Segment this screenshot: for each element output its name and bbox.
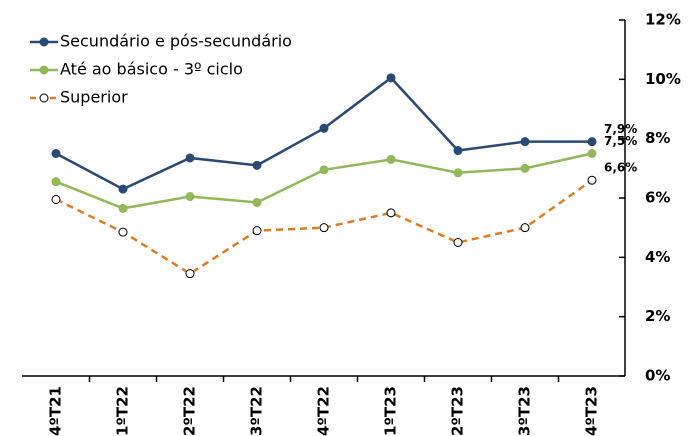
series-line [55, 152, 593, 210]
data-label: 7,9% [604, 122, 637, 136]
y-tick-label: 4% [645, 248, 670, 266]
x-tick-label: 1ºT22 [114, 386, 132, 436]
marker [118, 203, 128, 213]
data-label: 7,5% [604, 134, 637, 148]
x-tick-label: 1ºT23 [382, 386, 400, 436]
y-tick-label: 12% [645, 11, 681, 29]
marker [51, 177, 61, 187]
legend-label: Superior [60, 88, 128, 107]
marker [453, 146, 463, 156]
marker [520, 163, 530, 173]
marker [453, 238, 463, 247]
x-tick-label: 4ºT22 [315, 386, 333, 436]
marker [185, 269, 195, 279]
marker [185, 192, 195, 202]
y-tick-label: 2% [645, 307, 670, 325]
x-tick-label: 3ºT23 [516, 386, 534, 436]
marker [118, 227, 128, 237]
marker [386, 154, 396, 164]
legend-label: Até ao básico - 3º ciclo [60, 60, 243, 79]
x-tick-label: 4ºT23 [583, 386, 601, 436]
marker [520, 223, 530, 233]
legend-marker [39, 37, 49, 47]
x-tick-label: 2ºT22 [181, 386, 199, 436]
marker [319, 123, 329, 133]
marker [252, 197, 262, 207]
x-tick-label: 2ºT23 [449, 386, 467, 436]
marker [319, 165, 329, 175]
marker [587, 175, 597, 185]
marker [587, 137, 597, 147]
marker [386, 208, 396, 218]
data-label: 6,6% [604, 161, 637, 175]
marker [520, 137, 530, 147]
legend-marker [39, 65, 49, 75]
x-tick-label: 4ºT21 [47, 386, 65, 436]
legend-marker [39, 93, 49, 103]
marker [386, 73, 396, 83]
x-tick-label: 3ºT22 [248, 386, 266, 436]
y-tick-label: 10% [645, 70, 681, 88]
marker [51, 194, 61, 204]
legend-label: Secundário e pós-secundário [60, 32, 292, 51]
marker [185, 153, 195, 163]
y-tick-label: 0% [645, 367, 670, 385]
marker [252, 226, 262, 236]
marker [587, 149, 597, 158]
marker [252, 160, 262, 170]
marker [453, 168, 463, 178]
marker [51, 149, 61, 158]
y-tick-label: 8% [645, 129, 670, 147]
marker [118, 184, 128, 194]
y-tick-label: 6% [645, 189, 670, 207]
marker [319, 223, 329, 233]
